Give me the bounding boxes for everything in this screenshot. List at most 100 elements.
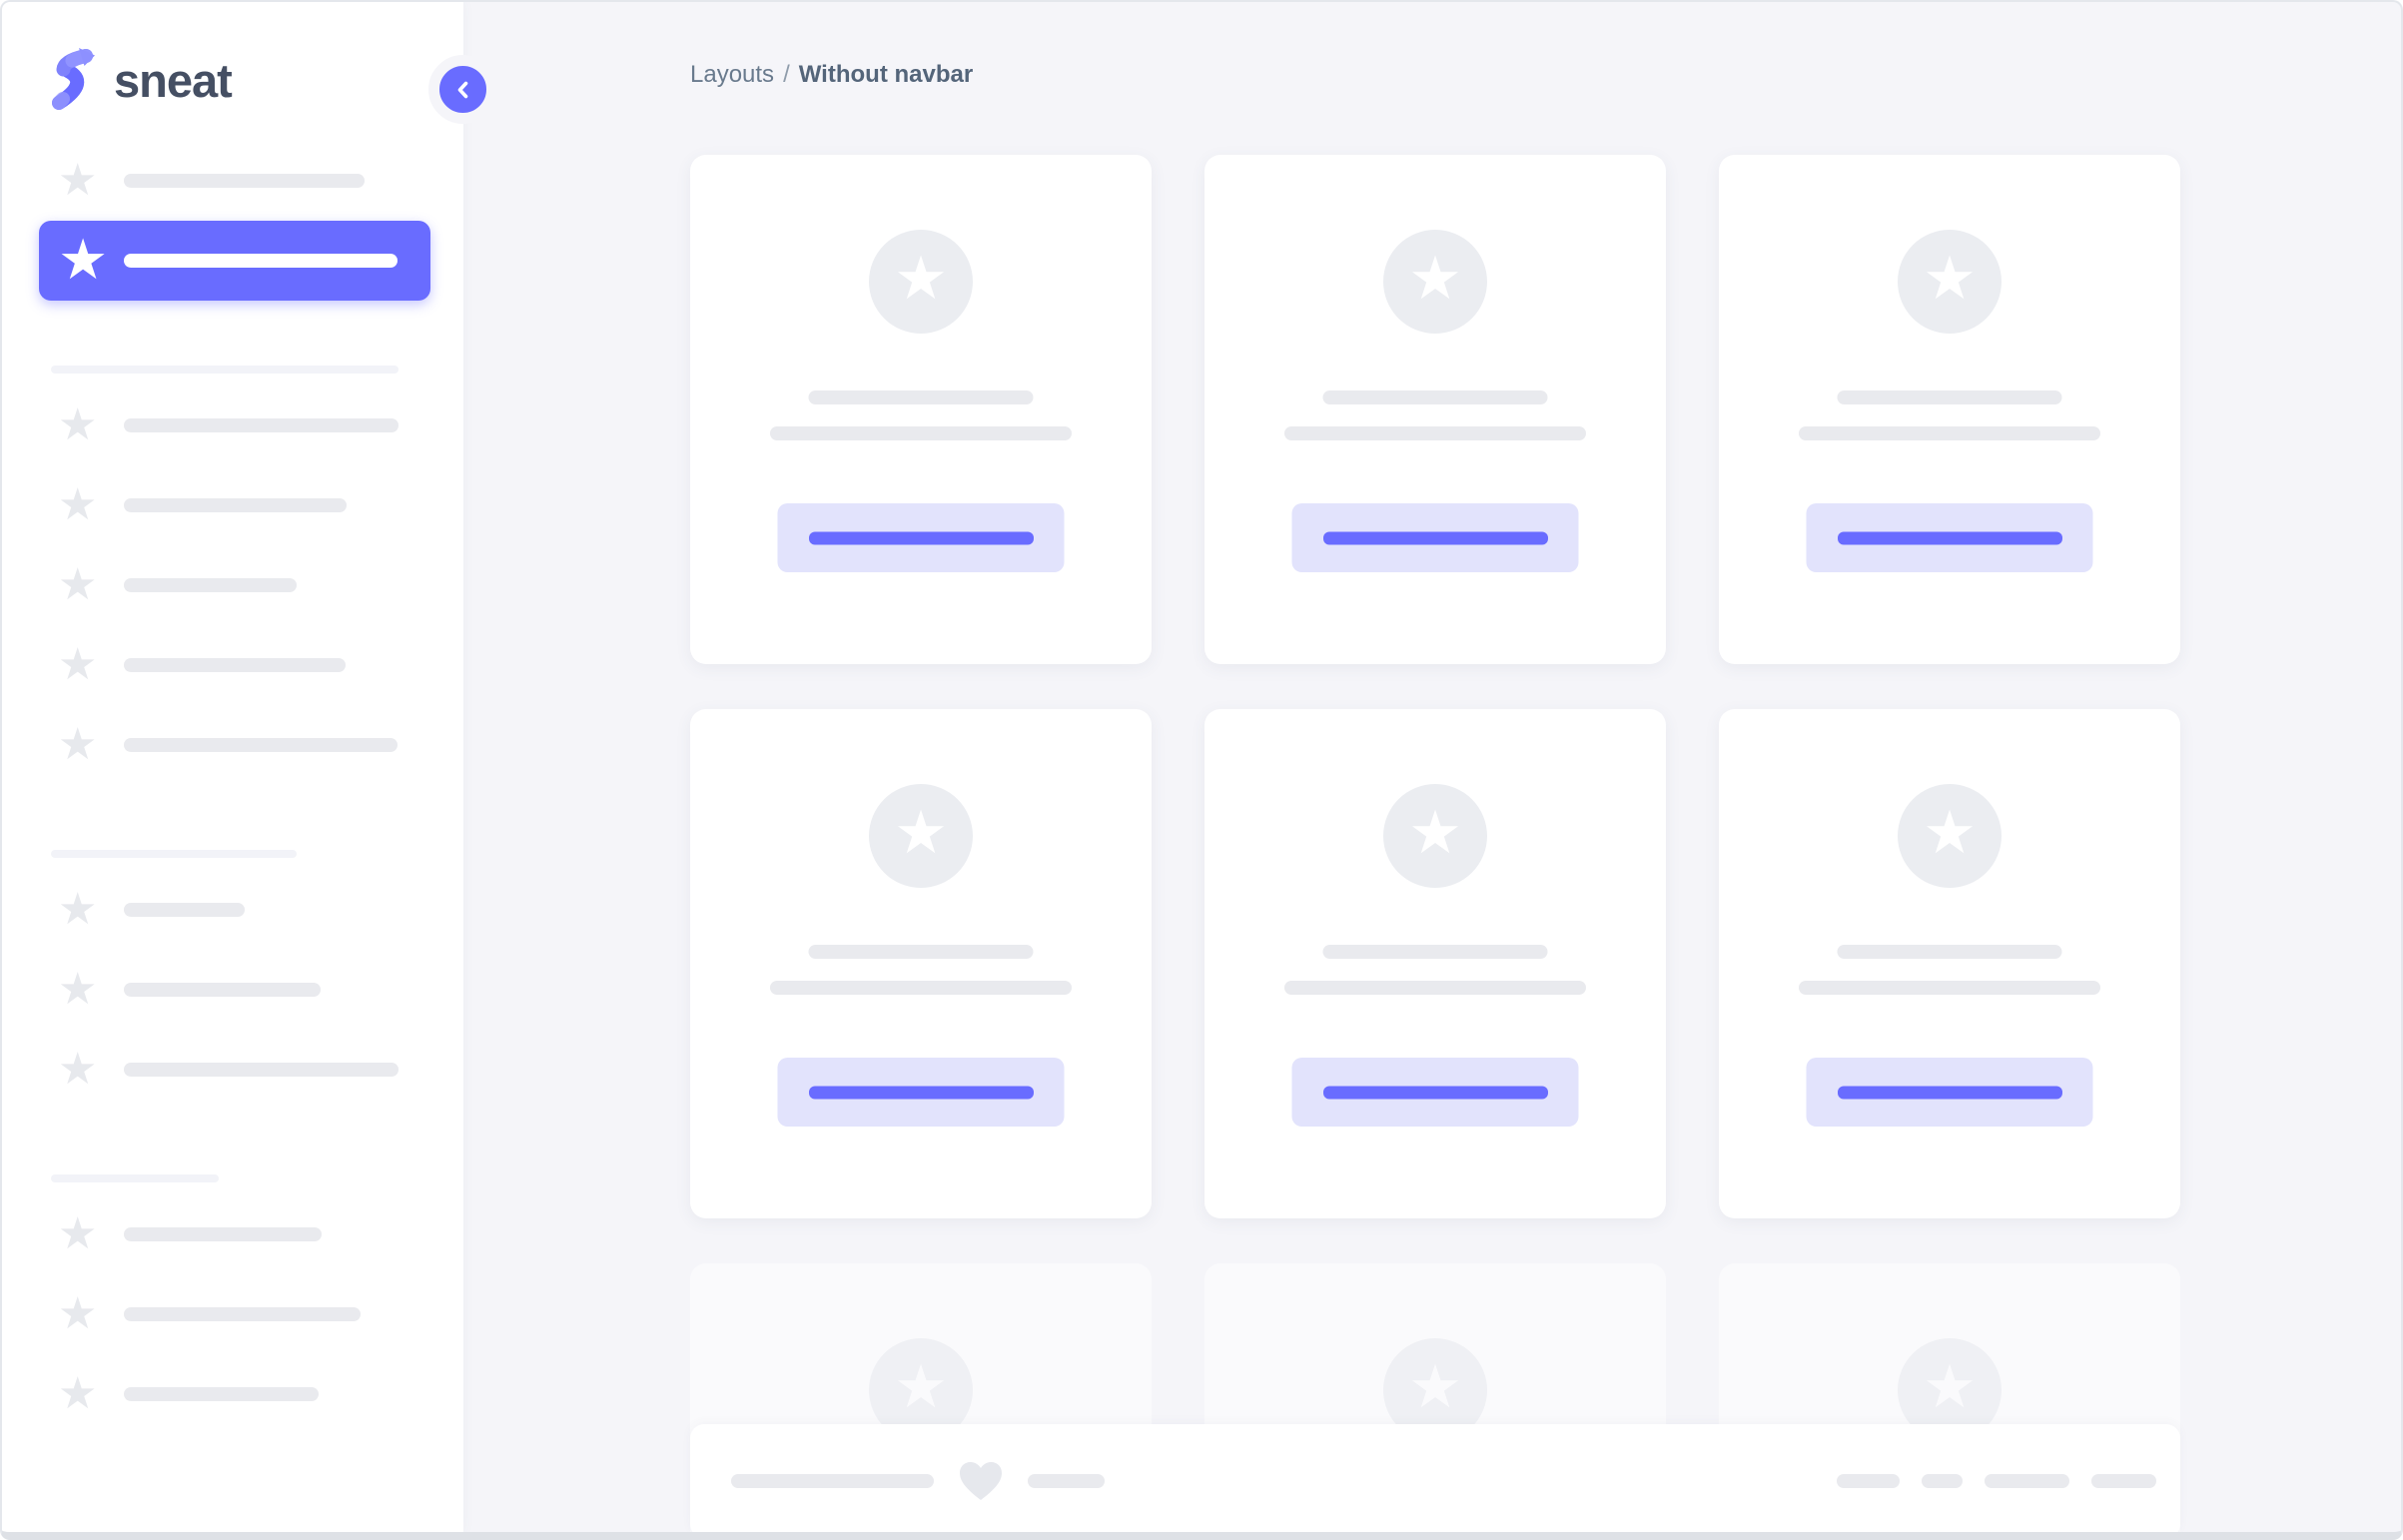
footer-text-placeholder [731,1474,934,1488]
card-text-placeholder [1799,1535,2100,1540]
card-avatar-circle: ★ [1383,784,1487,888]
star-icon: ★ [58,399,98,450]
card-text-placeholder [770,981,1072,995]
menu-section-divider [51,1174,219,1182]
star-icon: ★ [1408,244,1462,314]
sidebar-collapse-button[interactable] [428,55,497,124]
menu-label-placeholder [124,174,365,188]
footer-link-placeholder[interactable] [1922,1474,1963,1488]
footer-bar [690,1424,2180,1532]
star-icon: ★ [1408,798,1462,868]
card-text-placeholder [1322,390,1548,404]
card-button-placeholder[interactable] [1806,503,2093,572]
sidebar-menu-item[interactable]: ★ [2,545,463,625]
card-avatar-circle: ★ [869,230,973,334]
menu-label-placeholder [124,578,297,592]
footer-link-placeholder[interactable] [2091,1474,2156,1488]
card-button-placeholder[interactable] [777,1058,1065,1127]
placeholder-card: ★ [1204,155,1666,664]
footer-text-placeholder [1028,1474,1105,1488]
star-icon: ★ [1923,798,1977,868]
sidebar-menu-item[interactable]: ★ [2,870,463,950]
menu-label-placeholder [124,1307,361,1321]
sidebar-menu-item[interactable]: ★ [2,1354,463,1434]
menu-section-divider [51,850,297,858]
card-button-placeholder[interactable] [1291,1058,1579,1127]
sidebar-menu-item[interactable]: ★ [2,1030,463,1110]
card-text-placeholder [770,426,1072,440]
card-button-placeholder[interactable] [777,503,1065,572]
brand-text: sneat [114,53,233,107]
star-icon: ★ [1408,1352,1462,1422]
card-button-placeholder[interactable] [1806,1058,2093,1127]
star-icon: ★ [58,155,98,206]
placeholder-card: ★ [690,709,1152,1218]
menu-label-placeholder [124,1227,322,1241]
button-label-placeholder [808,1086,1034,1099]
sidebar-menu-item-active[interactable]: ★ [39,221,430,301]
card-avatar-circle: ★ [1898,784,2002,888]
star-icon: ★ [1923,1352,1977,1422]
menu-label-placeholder [124,658,346,672]
heart-icon [960,1462,1002,1500]
star-icon: ★ [58,479,98,530]
menu-label-placeholder [124,418,399,432]
card-text-placeholder [1837,945,2062,959]
card-text-placeholder [1284,1535,1586,1540]
sidebar-menu-item[interactable]: ★ [2,625,463,705]
star-icon: ★ [58,639,98,690]
star-icon: ★ [58,719,98,770]
placeholder-card: ★ [1719,709,2180,1218]
placeholder-card: ★ [1204,709,1666,1218]
placeholder-card: ★ [690,155,1152,664]
card-grid: ★ ★ ★ ★ [690,155,2180,1540]
star-icon: ★ [894,798,948,868]
menu-label-placeholder [124,254,398,268]
star-icon: ★ [894,244,948,314]
footer-links-group [1837,1474,2156,1488]
star-icon: ★ [58,964,98,1015]
card-text-placeholder [808,945,1034,959]
star-icon: ★ [1923,244,1977,314]
card-button-placeholder[interactable] [1291,503,1579,572]
sidebar-menu-item[interactable]: ★ [2,141,463,221]
card-text-placeholder [1284,426,1586,440]
menu-label-placeholder [124,1063,399,1077]
sneat-logo-icon [52,48,95,110]
sidebar-menu-item[interactable]: ★ [2,465,463,545]
footer-link-placeholder[interactable] [1837,1474,1900,1488]
menu-label-placeholder [124,1387,319,1401]
card-avatar-circle: ★ [869,784,973,888]
menu-label-placeholder [124,498,347,512]
sidebar-menu-item[interactable]: ★ [2,1274,463,1354]
button-label-placeholder [1837,531,2062,544]
breadcrumb-separator: / [783,61,790,88]
card-text-placeholder [1799,426,2100,440]
star-icon: ★ [58,884,98,935]
sidebar-menu-item[interactable]: ★ [2,385,463,465]
star-icon: ★ [58,1288,98,1339]
sidebar-menu-item[interactable]: ★ [2,950,463,1030]
menu-section-divider [51,366,399,374]
breadcrumb: Layouts / Without navbar [690,61,973,89]
star-icon: ★ [58,1368,98,1419]
card-text-placeholder [1837,390,2062,404]
card-text-placeholder [808,390,1034,404]
placeholder-card: ★ [1719,155,2180,664]
card-text-placeholder [1284,981,1586,995]
card-text-placeholder [770,1535,1072,1540]
sidebar-menu-item[interactable]: ★ [2,1194,463,1274]
sidebar-menu-item[interactable]: ★ [2,705,463,785]
breadcrumb-parent-link[interactable]: Layouts [690,61,775,88]
star-icon: ★ [894,1352,948,1422]
menu-label-placeholder [124,983,321,997]
button-label-placeholder [1322,1086,1548,1099]
brand-logo-link[interactable]: sneat [48,46,233,114]
card-text-placeholder [1322,945,1548,959]
button-label-placeholder [1322,531,1548,544]
star-icon: ★ [58,1044,98,1095]
star-icon: ★ [58,228,109,293]
footer-link-placeholder[interactable] [1985,1474,2069,1488]
card-text-placeholder [1799,981,2100,995]
